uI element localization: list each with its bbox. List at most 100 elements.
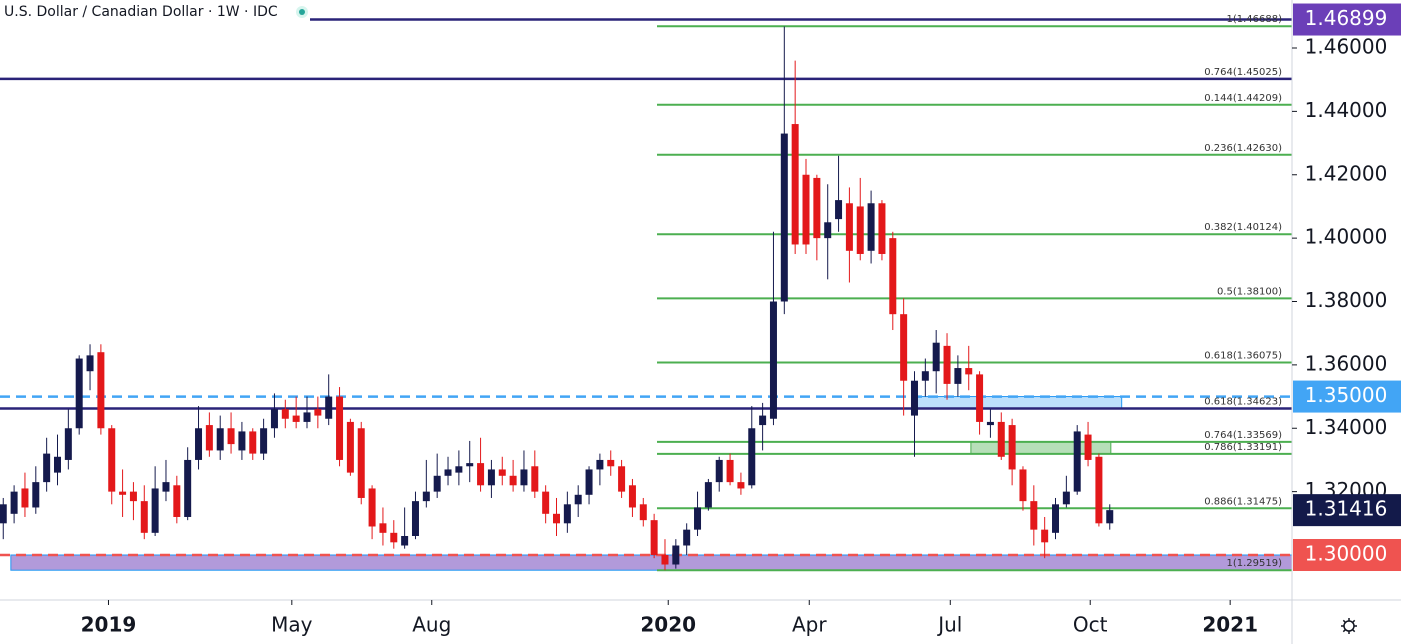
fib-label: 0.382(1.40124)	[1204, 222, 1282, 233]
candle-body	[97, 352, 105, 429]
candle-body	[553, 513, 561, 524]
candle-body	[910, 380, 918, 416]
y-tick-label: 1.40000	[1305, 225, 1388, 249]
candle-body	[238, 431, 246, 451]
candle-body	[672, 545, 680, 565]
candle-body	[661, 555, 669, 565]
candle-body	[108, 428, 116, 492]
x-tick-label: Apr	[792, 613, 827, 637]
price-label-box	[1293, 380, 1401, 413]
x-tick-label: Oct	[1073, 613, 1108, 637]
candle-body	[1030, 501, 1038, 530]
x-tick-label: 2019	[81, 613, 137, 637]
candle-body	[835, 200, 843, 220]
candle-body	[368, 488, 376, 527]
candle-body	[813, 177, 821, 239]
candle-body	[162, 482, 170, 492]
candle-body	[997, 421, 1005, 457]
axis-area: 1.320001.340001.360001.380001.400001.420…	[81, 3, 1401, 637]
candle-body	[1052, 504, 1060, 533]
candle-body	[737, 482, 745, 489]
fib-label: 0.618(1.36075)	[1204, 351, 1282, 362]
candle-body	[195, 428, 203, 460]
candle-body	[314, 409, 322, 416]
fib-label: 0.618(1.34623)	[1204, 397, 1282, 408]
candle-body	[260, 428, 268, 454]
candle-body	[303, 412, 311, 422]
candle-body	[433, 475, 441, 492]
candle-body	[129, 491, 137, 502]
chart-title: U.S. Dollar / Canadian Dollar · 1W · IDC	[4, 4, 278, 20]
candle-body	[943, 345, 951, 384]
candle-body	[932, 342, 940, 372]
candle-body	[390, 532, 398, 543]
price-label-box	[1293, 3, 1401, 36]
candle-body	[585, 469, 593, 495]
candle-body	[900, 314, 908, 381]
fib-label: 0.144(1.44209)	[1204, 93, 1282, 104]
candle-body	[21, 488, 29, 508]
candle-body	[140, 501, 148, 533]
candle-body	[1084, 434, 1092, 460]
candle-body	[607, 459, 615, 467]
candle-body	[1019, 469, 1027, 502]
candle-body	[411, 501, 419, 536]
candle-body	[845, 203, 853, 251]
candle-body	[325, 396, 333, 419]
candle-body	[748, 428, 756, 486]
y-tick-label: 1.42000	[1305, 161, 1388, 185]
fib-label: 0.764(1.33569)	[1204, 430, 1282, 441]
candle-body	[520, 469, 528, 486]
candle-body	[867, 203, 875, 251]
candle-body	[986, 421, 994, 426]
candle-body	[704, 482, 712, 508]
candle-body	[759, 415, 767, 426]
candle-body	[1008, 425, 1016, 470]
x-tick-label: 2021	[1202, 613, 1258, 637]
candle-body	[780, 133, 788, 302]
candle-body	[1095, 456, 1103, 524]
candle-body	[574, 494, 582, 505]
candle-body	[965, 368, 973, 375]
x-tick-label: 2020	[640, 613, 696, 637]
fib-label: 0.764(1.45025)	[1204, 67, 1282, 78]
candle-body	[650, 520, 658, 556]
candle-body	[227, 428, 235, 445]
settings-icon[interactable]	[1341, 618, 1357, 634]
status-dot	[299, 9, 305, 15]
candle-body	[976, 374, 984, 422]
candle-body	[802, 174, 810, 245]
x-tick-label: Aug	[412, 613, 451, 637]
candle-body	[0, 504, 7, 524]
candle-body	[119, 491, 127, 495]
candle-body	[466, 463, 474, 467]
fib-label: 0.786(1.33191)	[1204, 442, 1282, 453]
candle-body	[336, 396, 344, 460]
gear[interactable]	[1341, 618, 1357, 634]
candle-body	[184, 459, 192, 517]
candle-body	[455, 466, 463, 473]
zone	[10, 554, 1293, 571]
candle-body	[878, 203, 886, 254]
candle-body	[596, 459, 604, 470]
candle-body	[357, 428, 365, 498]
candle-body	[694, 507, 702, 530]
candle-body	[618, 466, 626, 492]
candle-body	[531, 466, 539, 492]
candle-body	[422, 491, 430, 502]
candle-body	[292, 415, 300, 422]
candle-body	[64, 428, 72, 460]
candle-body	[921, 371, 929, 381]
candle-body	[769, 301, 777, 419]
y-tick-label: 1.46000	[1305, 35, 1388, 59]
price-label-box	[1293, 539, 1401, 572]
candle-body	[498, 469, 506, 476]
candle-body	[639, 504, 647, 521]
candle-body	[1041, 529, 1049, 543]
candle-body	[173, 485, 181, 517]
candle-body	[32, 482, 40, 508]
y-tick-label: 1.36000	[1305, 351, 1388, 375]
candle-body	[726, 459, 734, 483]
